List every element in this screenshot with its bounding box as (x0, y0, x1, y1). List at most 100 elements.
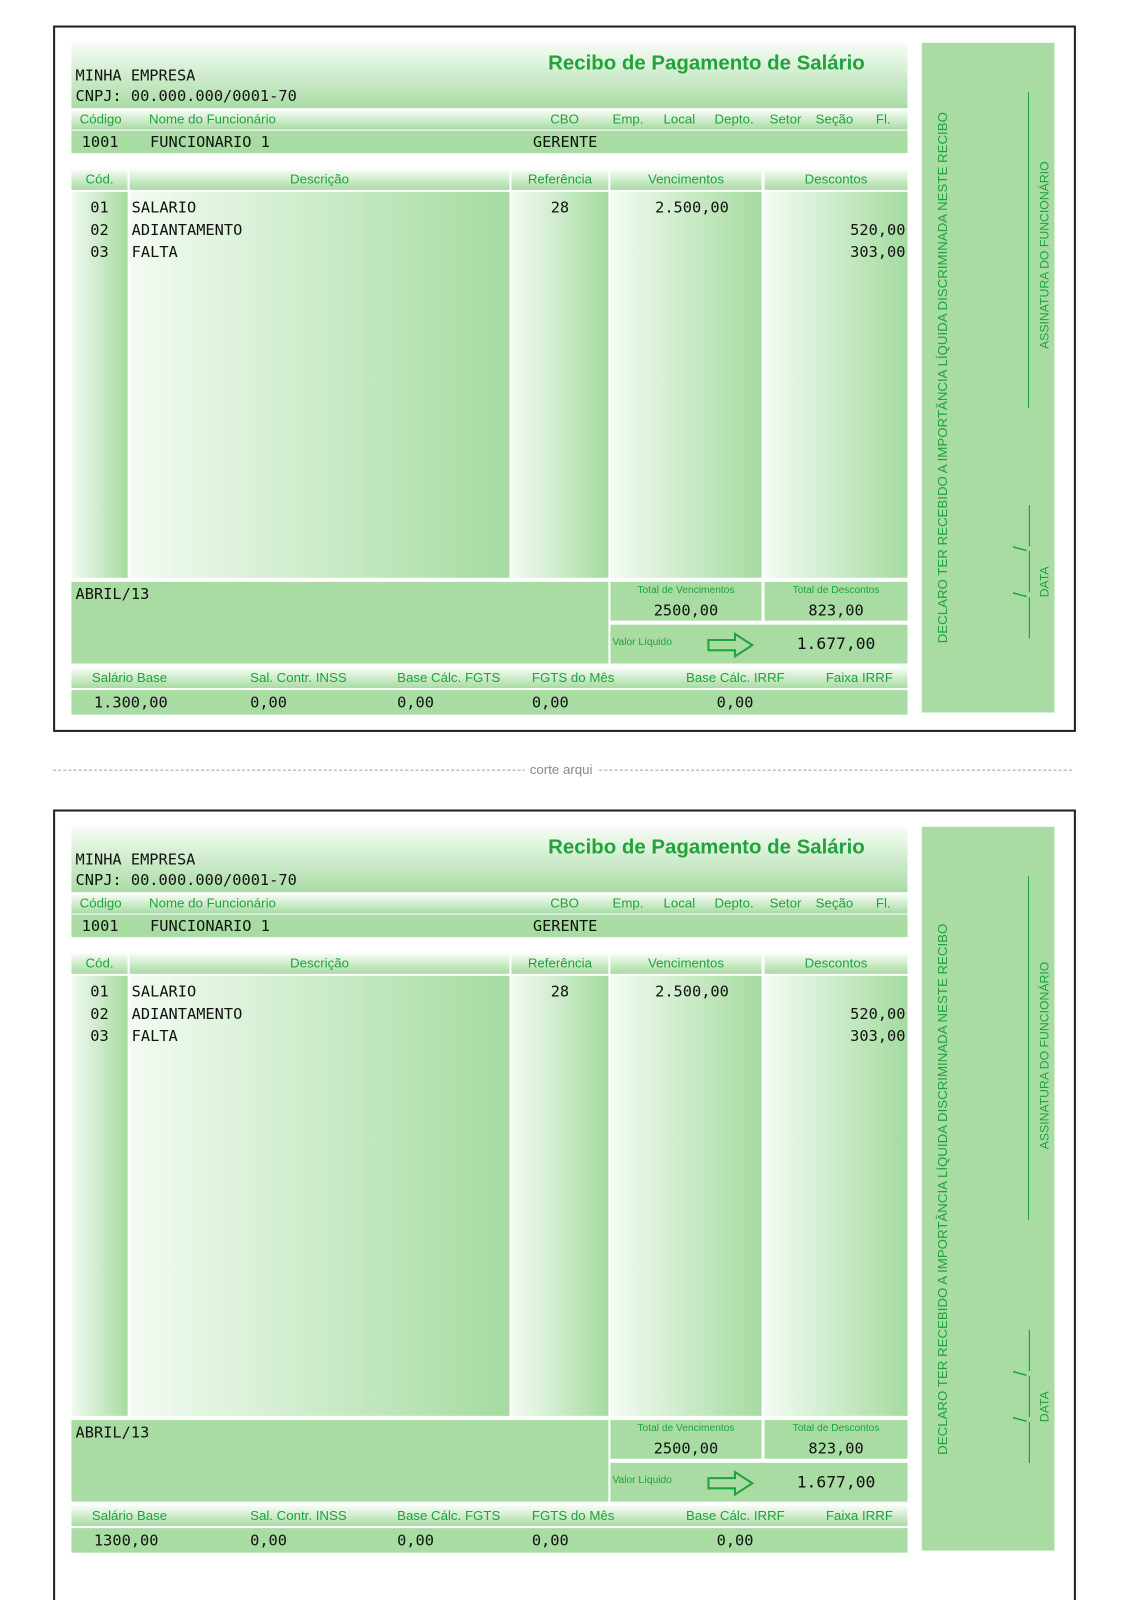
item-description: ADIANTAMENTO (131, 1004, 243, 1023)
period: ABRIL/13 (75, 1422, 150, 1442)
header-label: Setor (769, 895, 802, 911)
footer-value: 0,00 (250, 1531, 287, 1550)
header-label: Fl. (875, 895, 891, 911)
footer-value: 0,00 (531, 693, 569, 712)
column-header (764, 169, 908, 190)
item-description: FALTA (131, 242, 178, 262)
total-deductions-label: Total de Descontos (792, 584, 880, 597)
column-header (71, 169, 128, 190)
column-title: Descrição (290, 171, 350, 187)
header-label: Código (79, 895, 122, 911)
declaration: DECLARO TER RECEBIDO A IMPORTÂNCIA LÍQUI… (934, 923, 950, 1455)
column-header (129, 953, 510, 974)
footer-value: 1300,00 (93, 1531, 159, 1550)
column-header (129, 169, 510, 190)
net-label: Valor Líquido (612, 1475, 672, 1487)
arrow-icon (707, 1470, 755, 1497)
footer-label: FGTS do Mês (531, 1507, 615, 1524)
total-earnings: 2500,00 (653, 1439, 719, 1458)
label-row (71, 110, 908, 130)
item-deductions: 520,00 (850, 220, 906, 239)
receipt-border (53, 809, 1076, 1600)
header-label: Emp. (612, 111, 644, 127)
footer-values-band (71, 1528, 908, 1553)
footer-label: Faixa IRRF (825, 1507, 893, 1524)
date-line: ____/____/____ (1010, 505, 1031, 639)
company: MINHA EMPRESA (75, 850, 196, 869)
date-label: DATA (1037, 1390, 1052, 1422)
footer-label: Base Cálc. IRRF (685, 1507, 785, 1524)
header-label: Local (663, 111, 696, 127)
item-code: 02 (90, 220, 109, 239)
footer-labels-band (71, 667, 908, 689)
column-header (764, 953, 908, 974)
column-body (71, 975, 128, 1416)
period: ABRIL/13 (75, 584, 150, 604)
date-label: DATA (1037, 566, 1052, 598)
header-band (71, 42, 908, 109)
header-label: Código (79, 111, 122, 127)
side-panel (921, 42, 1055, 713)
footer-value: 0,00 (397, 1531, 434, 1550)
header-label: Local (663, 895, 696, 911)
net-box (610, 1462, 908, 1502)
item-deductions: 303,00 (850, 242, 906, 262)
footer-value: 0,00 (716, 693, 754, 712)
side-panel (921, 826, 1055, 1551)
total-deductions-label: Total de Descontos (792, 1422, 880, 1435)
employee-name: FUNCIONARIO 1 (150, 916, 270, 936)
net-arrow (706, 1470, 755, 1497)
net-arrow (706, 632, 755, 659)
total-deductions-box (764, 581, 908, 621)
column-title: Descontos (804, 955, 868, 971)
arrow-icon (707, 632, 755, 659)
column-header (610, 169, 762, 190)
employee-row (71, 130, 908, 154)
item-description: SALARIO (131, 198, 197, 217)
total-deductions: 823,00 (808, 601, 864, 620)
item-description: SALARIO (131, 982, 197, 1001)
header-band (71, 826, 908, 893)
employee-code: 1001 (81, 132, 119, 152)
header-label: Nome do Funcionário (149, 111, 276, 127)
header-label: Nome do Funcionário (149, 895, 276, 911)
employee-row (71, 914, 908, 938)
item-description: ADIANTAMENTO (131, 220, 243, 239)
footer-value: 0,00 (250, 693, 287, 712)
net-label: Valor Líquido (612, 636, 672, 649)
column-title: Descrição (290, 955, 350, 971)
date-line: ____/____/____ (1010, 1329, 1031, 1463)
footer-label: Sal. Contr. INSS (250, 1507, 347, 1524)
period-box (71, 1419, 609, 1502)
footer-label: Faixa IRRF (825, 669, 893, 685)
column-title: Referência (527, 171, 593, 187)
column-title: Vencimentos (647, 171, 724, 187)
period-box (71, 581, 609, 664)
header-label: Seção (815, 895, 854, 911)
total-deductions: 823,00 (808, 1439, 864, 1458)
title: Recibo de Pagamento de Salário (548, 52, 865, 75)
title: Recibo de Pagamento de Salário (548, 836, 865, 859)
signature: ASSINATURA DO FUNCIONÁRIO (1037, 961, 1052, 1150)
footer-label: Sal. Contr. INSS (250, 669, 347, 685)
total-earnings-box (610, 581, 762, 621)
item-code: 01 (90, 982, 109, 1001)
header-label: Depto. (714, 895, 754, 911)
footer-value: 0,00 (531, 1531, 569, 1550)
employee-code: 1001 (81, 916, 119, 936)
item-deductions: 303,00 (850, 1026, 906, 1046)
column-header (511, 169, 609, 190)
footer-value: 1.300,00 (93, 693, 168, 712)
column-body (129, 191, 510, 578)
footer-value: 0,00 (716, 1531, 754, 1550)
item-deductions: 520,00 (850, 1004, 906, 1023)
column-title: Descontos (804, 171, 868, 187)
footer-value: 0,00 (397, 693, 434, 712)
header-label: CBO (550, 111, 579, 127)
cnpj: CNPJ: 00.000.000/0001-70 (75, 86, 297, 106)
signature-line (1027, 875, 1029, 1220)
total-earnings-box (610, 1419, 762, 1459)
item-earnings: 2.500,00 (655, 982, 729, 1001)
header-label: Emp. (612, 895, 644, 911)
